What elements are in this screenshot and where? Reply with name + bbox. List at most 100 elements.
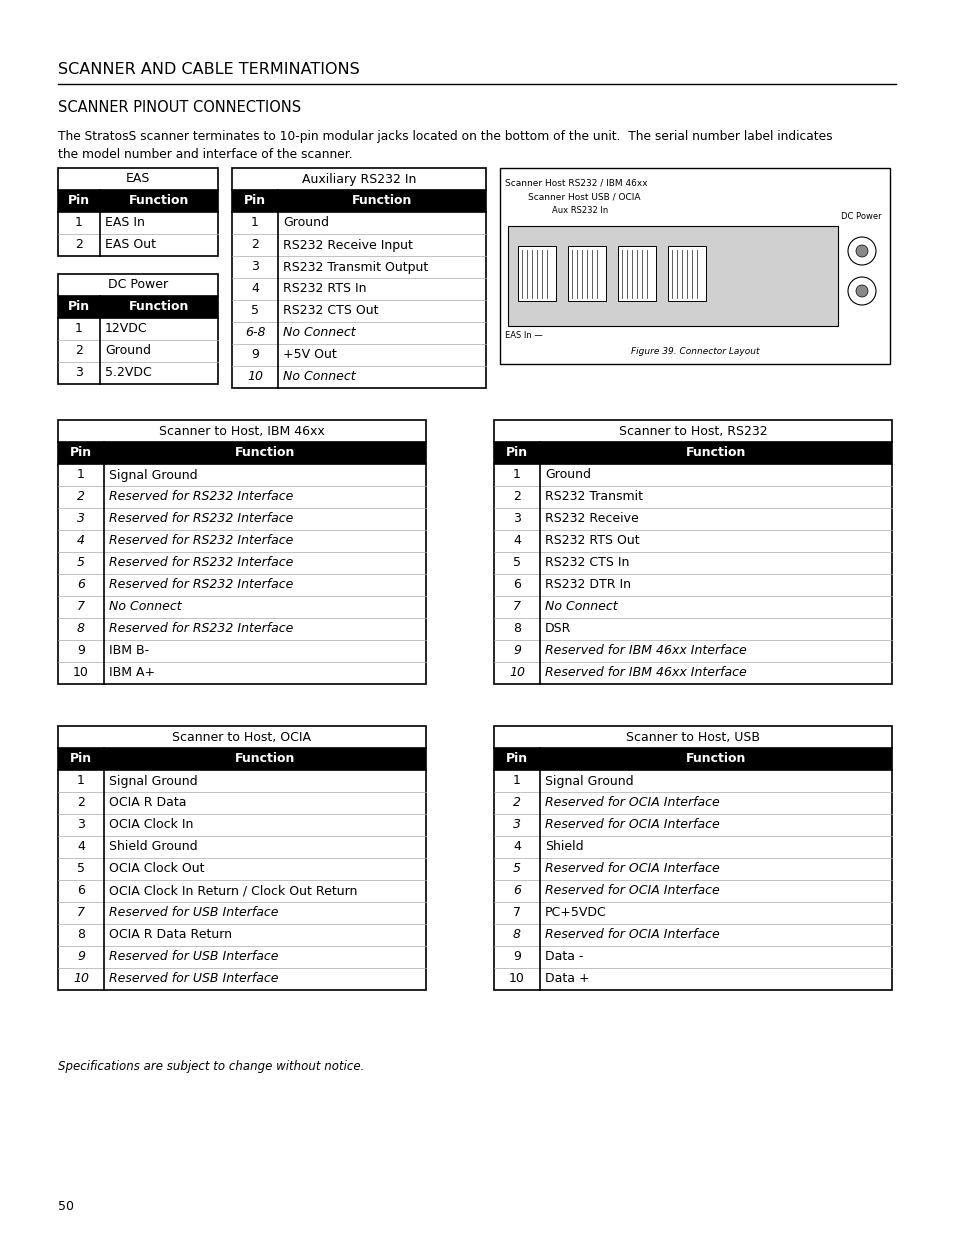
Bar	[58, 296, 100, 317]
Bar	[58, 420, 426, 442]
Text: DSR: DSR	[544, 622, 571, 636]
Bar	[507, 226, 837, 326]
Text: 9: 9	[251, 348, 258, 362]
Text: 2: 2	[77, 490, 85, 504]
Bar	[58, 317, 100, 340]
Bar	[494, 769, 539, 792]
Bar	[232, 233, 277, 256]
Text: EAS In: EAS In	[105, 216, 145, 230]
Bar	[494, 726, 891, 990]
Text: Reserved for OCIA Interface: Reserved for OCIA Interface	[544, 929, 719, 941]
Bar	[539, 769, 891, 792]
Text: Specifications are subject to change without notice.: Specifications are subject to change wit…	[58, 1060, 364, 1073]
Bar	[539, 968, 891, 990]
Text: 7: 7	[77, 600, 85, 614]
Bar	[58, 836, 104, 858]
Bar	[104, 487, 426, 508]
Bar	[539, 618, 891, 640]
Text: Reserved for IBM 46xx Interface: Reserved for IBM 46xx Interface	[544, 645, 746, 657]
Text: 6: 6	[77, 578, 85, 592]
Text: Reserved for USB Interface: Reserved for USB Interface	[109, 906, 278, 920]
Text: Ground: Ground	[283, 216, 329, 230]
Text: RS232 Transmit Output: RS232 Transmit Output	[283, 261, 428, 273]
Bar	[100, 340, 218, 362]
Text: 10: 10	[509, 667, 524, 679]
Circle shape	[847, 277, 875, 305]
Text: Signal Ground: Signal Ground	[109, 468, 197, 482]
Text: Pin: Pin	[505, 447, 528, 459]
Bar	[499, 168, 889, 364]
Text: 2: 2	[75, 238, 83, 252]
Text: 1: 1	[513, 774, 520, 788]
Text: Function: Function	[234, 752, 294, 766]
Bar	[58, 362, 100, 384]
Text: Function: Function	[685, 447, 745, 459]
Text: SCANNER AND CABLE TERMINATIONS: SCANNER AND CABLE TERMINATIONS	[58, 62, 359, 77]
Text: Scanner to Host, OCIA: Scanner to Host, OCIA	[172, 730, 312, 743]
Text: +5V Out: +5V Out	[283, 348, 336, 362]
Text: 5: 5	[77, 862, 85, 876]
Text: 7: 7	[513, 906, 520, 920]
Text: 12VDC: 12VDC	[105, 322, 148, 336]
Bar	[494, 814, 539, 836]
Bar	[58, 340, 100, 362]
Text: OCIA Clock In: OCIA Clock In	[109, 819, 193, 831]
Text: 9: 9	[77, 951, 85, 963]
Bar	[494, 968, 539, 990]
Text: Signal Ground: Signal Ground	[109, 774, 197, 788]
Bar	[539, 464, 891, 487]
Text: IBM A+: IBM A+	[109, 667, 155, 679]
Text: Reserved for OCIA Interface: Reserved for OCIA Interface	[544, 797, 719, 809]
Text: 4: 4	[251, 283, 258, 295]
Text: Pin: Pin	[68, 194, 90, 207]
Text: IBM B-: IBM B-	[109, 645, 149, 657]
Bar	[58, 881, 104, 902]
Text: Scanner to Host, USB: Scanner to Host, USB	[625, 730, 760, 743]
Bar	[58, 274, 218, 384]
Text: EAS In —: EAS In —	[504, 331, 542, 340]
Bar	[277, 233, 485, 256]
Text: Reserved for RS232 Interface: Reserved for RS232 Interface	[109, 622, 294, 636]
Text: Reserved for RS232 Interface: Reserved for RS232 Interface	[109, 535, 294, 547]
Bar	[58, 464, 104, 487]
Bar	[104, 597, 426, 618]
Bar	[494, 508, 539, 530]
Bar	[667, 246, 705, 301]
Text: 6: 6	[77, 884, 85, 898]
Bar	[494, 748, 539, 769]
Text: No Connect: No Connect	[544, 600, 617, 614]
Bar	[58, 508, 104, 530]
Bar	[277, 190, 485, 212]
Text: 1: 1	[251, 216, 258, 230]
Bar	[104, 968, 426, 990]
Text: 8: 8	[513, 929, 520, 941]
Text: Function: Function	[685, 752, 745, 766]
Text: DC Power: DC Power	[841, 212, 882, 221]
Bar	[539, 508, 891, 530]
Text: 6: 6	[513, 884, 520, 898]
Text: 10: 10	[73, 972, 89, 986]
Text: Reserved for RS232 Interface: Reserved for RS232 Interface	[109, 578, 294, 592]
Bar	[104, 748, 426, 769]
Text: 7: 7	[513, 600, 520, 614]
Text: RS232 CTS Out: RS232 CTS Out	[283, 305, 378, 317]
Bar	[618, 246, 656, 301]
Text: 5.2VDC: 5.2VDC	[105, 367, 152, 379]
Bar	[494, 420, 891, 684]
Text: 1: 1	[513, 468, 520, 482]
Bar	[494, 420, 891, 442]
Bar	[100, 362, 218, 384]
Text: EAS Out: EAS Out	[105, 238, 156, 252]
Text: OCIA R Data: OCIA R Data	[109, 797, 186, 809]
Text: No Connect: No Connect	[109, 600, 181, 614]
Bar	[539, 530, 891, 552]
Bar	[58, 769, 104, 792]
Bar	[58, 946, 104, 968]
Text: The StratosS scanner terminates to 10-pin modular jacks located on the bottom of: The StratosS scanner terminates to 10-pi…	[58, 130, 832, 143]
Bar	[539, 442, 891, 464]
Bar	[232, 168, 485, 388]
Text: Pin: Pin	[244, 194, 266, 207]
Bar	[104, 946, 426, 968]
Text: 5: 5	[513, 862, 520, 876]
Bar	[494, 552, 539, 574]
